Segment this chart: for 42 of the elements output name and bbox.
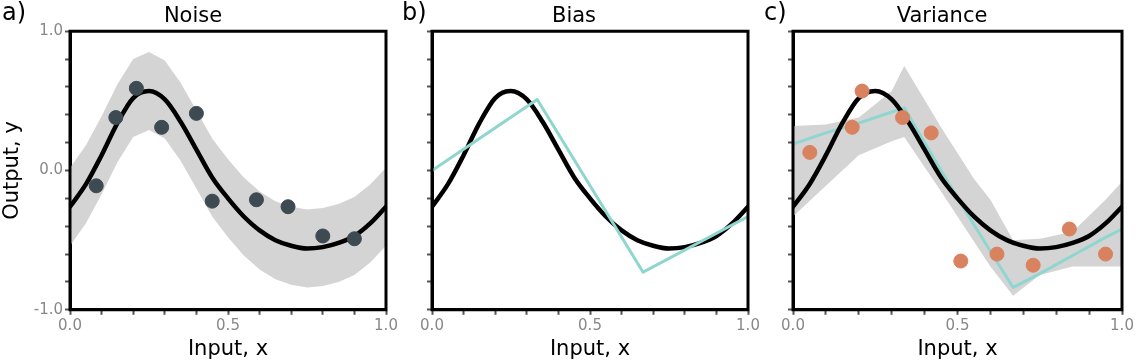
point [315, 228, 331, 244]
point [844, 119, 860, 135]
point [188, 105, 204, 121]
x-tick-label: 1.0 [374, 315, 398, 334]
x-tick-label: 1.0 [1110, 315, 1134, 334]
x-tick-label: 0.0 [781, 315, 805, 334]
point [280, 199, 296, 215]
point [248, 192, 264, 208]
x-tick-label: 0.0 [58, 315, 82, 334]
chart-title: Noise [163, 3, 223, 28]
point [1025, 257, 1041, 273]
point [154, 119, 170, 135]
point [1061, 221, 1077, 237]
x-tick-label: 0.5 [216, 315, 240, 334]
x-axis-title: Input, x [187, 335, 269, 360]
y-tick-label: 1.0 [39, 21, 63, 40]
y-axis-title: Output, y [0, 121, 24, 220]
point [802, 144, 818, 160]
chart-title: Variance [896, 3, 988, 28]
point [989, 246, 1005, 262]
point [854, 83, 870, 99]
x-tick-label: 0.0 [420, 315, 444, 334]
x-tick-label: 1.0 [736, 315, 760, 334]
y-tick-label: 0.0 [39, 160, 63, 179]
point [108, 110, 124, 126]
point [895, 110, 911, 126]
point [128, 80, 144, 96]
text: b) [402, 0, 427, 27]
x-axis-title: Input, x [917, 335, 998, 360]
text: a) [2, 0, 27, 27]
point [88, 178, 104, 194]
point [953, 253, 969, 269]
chart-title: Bias [551, 3, 597, 28]
x-tick-label: 0.5 [578, 315, 602, 334]
point [204, 193, 220, 209]
x-tick-label: 0.5 [945, 315, 970, 334]
point [923, 125, 939, 141]
x-axis-title: Input, x [549, 335, 631, 360]
text: c) [764, 0, 787, 27]
point [346, 231, 362, 247]
point [1098, 246, 1114, 262]
y-tick-label: -1.0 [33, 299, 63, 318]
